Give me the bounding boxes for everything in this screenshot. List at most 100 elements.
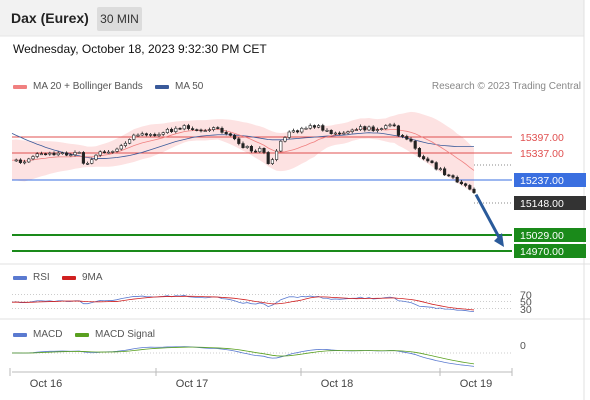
- candle-body: [275, 150, 279, 160]
- candle-body: [123, 142, 127, 146]
- candle-body: [333, 132, 337, 135]
- candle-body: [128, 139, 132, 144]
- candle-body: [455, 176, 459, 183]
- candle-body: [262, 148, 266, 153]
- legend-rsi-ma: 9MA: [62, 272, 103, 283]
- candle-body: [237, 138, 241, 144]
- candle-body: [220, 127, 224, 133]
- level-tag-15237.00: [514, 173, 586, 187]
- legend-rsi: RSI: [13, 272, 50, 283]
- macd-label: MACD: [33, 329, 63, 340]
- level-label-15397.00: 15397.00: [520, 132, 564, 144]
- candle-body: [52, 152, 56, 156]
- projection-arrowhead: [494, 233, 504, 247]
- candle-body: [186, 125, 190, 129]
- candle-body: [178, 127, 182, 130]
- candle-body: [459, 181, 463, 185]
- candle-body: [409, 138, 413, 142]
- candle-body: [27, 158, 31, 163]
- candle-body: [18, 159, 22, 163]
- candle-body: [195, 129, 199, 131]
- candle-body: [65, 152, 69, 156]
- candle-body: [69, 154, 73, 157]
- candle-body: [90, 159, 94, 164]
- candle-body: [56, 152, 60, 156]
- candle-body: [23, 161, 27, 164]
- candle-body: [317, 125, 321, 128]
- candle-body: [233, 135, 237, 140]
- candle-body: [191, 128, 195, 130]
- copyright-label: Research © 2023 Trading Central: [431, 81, 581, 92]
- ma50-label: MA 50: [175, 81, 204, 92]
- candle-body: [363, 126, 367, 131]
- candle-body: [312, 125, 316, 128]
- macd-tick-0: 0: [520, 340, 526, 352]
- candle-body: [270, 159, 274, 164]
- candle-body: [144, 133, 148, 136]
- macd-line: [11, 346, 475, 367]
- chart-header: Dax (Eurex) 30 MIN: [0, 0, 584, 36]
- candle-body: [254, 150, 258, 153]
- candle-body: [241, 143, 245, 148]
- timeframe-button[interactable]: 30 MIN: [97, 7, 142, 31]
- chart-datetime: Wednesday, October 18, 2023 9:32:30 PM C…: [13, 42, 267, 56]
- candle-body: [287, 131, 291, 138]
- legend-ma20: MA 20 + Bollinger Bands: [13, 81, 143, 92]
- candle-body: [417, 148, 421, 157]
- candle-body: [329, 129, 333, 135]
- candle-body: [266, 152, 270, 164]
- candle-body: [107, 151, 111, 154]
- candles: [14, 122, 476, 194]
- candle-body: [102, 151, 106, 154]
- candle-body: [81, 152, 85, 164]
- x-label-Oct-18: Oct 18: [321, 378, 353, 390]
- candle-body: [60, 152, 64, 155]
- candle-body: [304, 127, 308, 130]
- candle-body: [86, 163, 90, 165]
- candle-body: [224, 132, 228, 135]
- candle-body: [325, 129, 329, 132]
- candle-body: [94, 154, 98, 160]
- candle-body: [157, 134, 161, 137]
- candle-body: [447, 174, 451, 177]
- legend-macd: MACD: [13, 329, 62, 340]
- candle-body: [279, 140, 283, 152]
- candle-body: [346, 131, 350, 134]
- candle-body: [153, 134, 157, 137]
- candle-body: [39, 153, 43, 156]
- rsi-ma-swatch: [62, 275, 76, 280]
- projection-arrow: [474, 193, 503, 242]
- rsi-line: [11, 294, 475, 313]
- candle-body: [464, 183, 468, 186]
- candle-body: [115, 148, 119, 152]
- level-label-15237.00: 15237.00: [520, 175, 564, 187]
- candle-body: [430, 160, 434, 163]
- candle-body: [212, 127, 216, 130]
- candle-body: [321, 125, 325, 131]
- rsi-swatch: [13, 275, 27, 280]
- candle-body: [249, 145, 253, 152]
- level-tag-14970.00: [514, 244, 586, 258]
- candle-body: [338, 132, 342, 135]
- rsi-tick-70: 70: [520, 289, 532, 301]
- candle-body: [371, 126, 375, 131]
- candle-body: [14, 159, 18, 162]
- candle-body: [245, 145, 249, 148]
- level-tag-15148.00: [514, 196, 586, 210]
- level-label-14970.00: 14970.00: [520, 246, 564, 258]
- candle-body: [31, 156, 35, 160]
- candle-body: [182, 125, 186, 130]
- ma20-label: MA 20 + Bollinger Bands: [33, 81, 143, 92]
- candle-body: [161, 132, 165, 135]
- level-label-15148.00: 15148.00: [520, 198, 564, 210]
- level-label-15337.00: 15337.00: [520, 148, 564, 160]
- candle-body: [136, 134, 140, 137]
- candle-body: [396, 125, 400, 136]
- macd-signal-line: [11, 346, 475, 365]
- candle-body: [438, 168, 442, 171]
- candle-body: [35, 153, 39, 157]
- ma50-line: [11, 132, 474, 159]
- candle-body: [140, 133, 144, 136]
- candle-body: [283, 137, 287, 142]
